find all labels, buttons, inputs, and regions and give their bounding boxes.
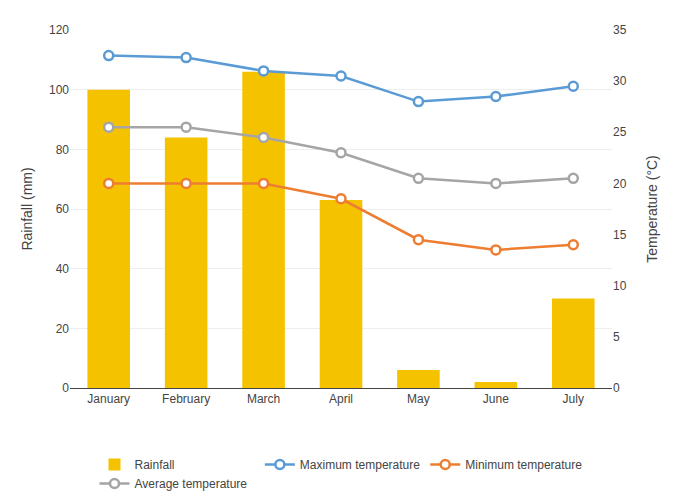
svg-text:25: 25: [613, 125, 627, 139]
svg-text:120: 120: [49, 23, 69, 37]
svg-text:30: 30: [613, 74, 627, 88]
svg-text:February: February: [162, 392, 210, 406]
svg-text:Maximum temperature: Maximum temperature: [300, 458, 420, 472]
svg-text:20: 20: [56, 322, 70, 336]
svg-text:0: 0: [62, 381, 69, 395]
svg-text:January: January: [87, 392, 130, 406]
svg-text:100: 100: [49, 83, 69, 97]
svg-text:Rainfall: Rainfall: [135, 458, 175, 472]
svg-text:April: April: [329, 392, 353, 406]
svg-text:June: June: [483, 392, 509, 406]
svg-text:Rainfall (mm): Rainfall (mm): [19, 167, 35, 250]
svg-text:May: May: [407, 392, 430, 406]
svg-text:5: 5: [613, 330, 620, 344]
svg-text:35: 35: [613, 23, 627, 37]
svg-text:Minimum temperature: Minimum temperature: [465, 458, 582, 472]
svg-text:Temperature (°C): Temperature (°C): [644, 155, 660, 263]
svg-text:10: 10: [613, 279, 627, 293]
svg-text:Average temperature: Average temperature: [135, 477, 248, 491]
svg-text:80: 80: [56, 143, 70, 157]
svg-text:March: March: [247, 392, 280, 406]
svg-text:40: 40: [56, 262, 70, 276]
svg-text:60: 60: [56, 202, 70, 216]
svg-text:0: 0: [613, 381, 620, 395]
svg-text:20: 20: [613, 177, 627, 191]
svg-text:July: July: [563, 392, 584, 406]
svg-text:15: 15: [613, 228, 627, 242]
